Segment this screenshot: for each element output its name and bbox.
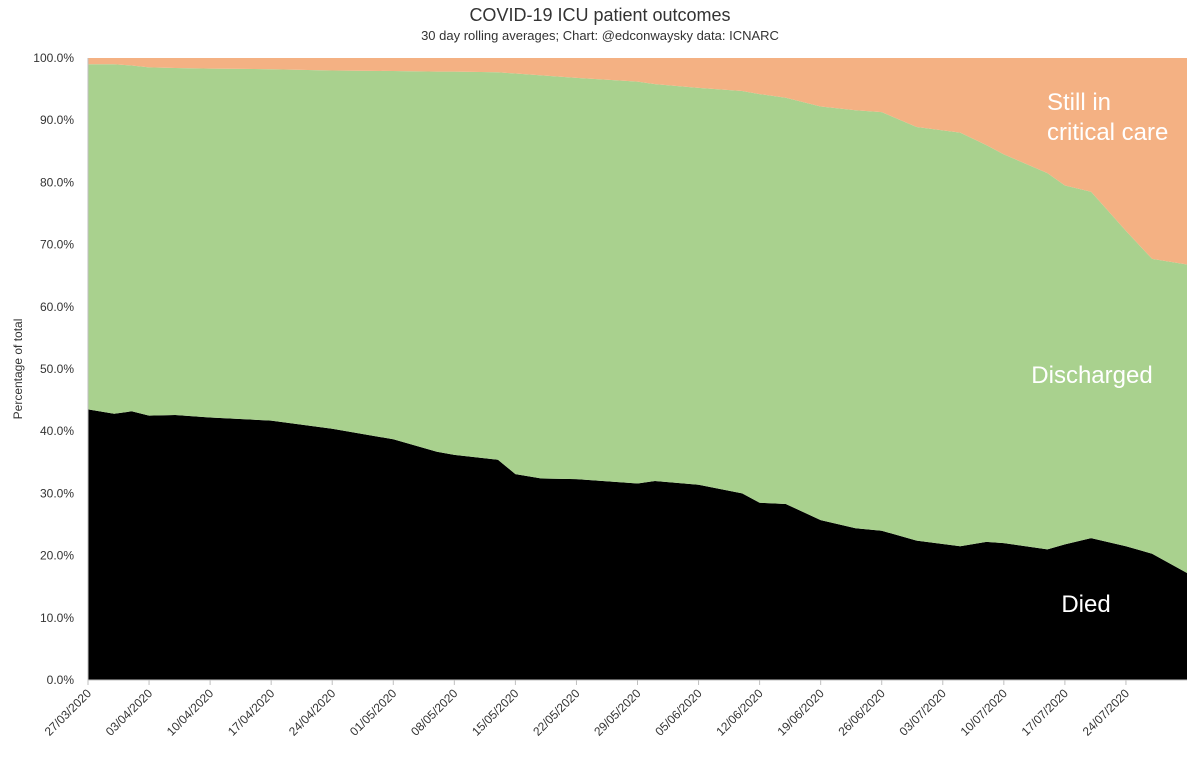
x-tick-label: 26/06/2020	[835, 686, 888, 739]
y-tick-label: 90.0%	[40, 113, 74, 127]
x-tick-label: 29/05/2020	[591, 686, 644, 739]
label-line: Died	[1061, 591, 1110, 618]
area-still-in-critical-care	[88, 58, 1187, 265]
chart-subtitle: 30 day rolling averages; Chart: @edconwa…	[421, 28, 779, 43]
x-tick-label: 01/05/2020	[347, 686, 400, 739]
x-tick-label: 17/04/2020	[225, 686, 278, 739]
y-tick-labels: 0.0% 10.0% 20.0% 30.0% 40.0% 50.0% 60.0% 70.0% 8…	[33, 51, 74, 687]
y-tick-label: 70.0%	[40, 238, 74, 252]
area-labels: Still in critical care Discharged Died	[1031, 89, 1168, 618]
x-tick-label: 03/04/2020	[103, 686, 156, 739]
x-tick-label: 19/06/2020	[774, 686, 827, 739]
y-axis-label: Percentage of total	[11, 319, 25, 420]
y-tick-label: 100.0%	[33, 51, 74, 65]
y-tick-label: 40.0%	[40, 424, 74, 438]
x-tick-label: 24/07/2020	[1080, 686, 1133, 739]
chart-title: COVID-19 ICU patient outcomes	[469, 5, 730, 25]
areas-group	[88, 58, 1187, 680]
area-discharged	[88, 64, 1187, 574]
x-tick-label: 22/05/2020	[530, 686, 583, 739]
label-line: Discharged	[1031, 362, 1152, 389]
label-died: Died	[1061, 591, 1110, 618]
y-tick-label: 60.0%	[40, 300, 74, 314]
y-tick-label: 80.0%	[40, 175, 74, 189]
x-tick-labels: 27/03/2020 03/04/2020 10/04/2020 17/04/2020…	[42, 680, 1133, 739]
label-still: Still in critical care	[1047, 89, 1168, 146]
x-tick-label: 05/06/2020	[652, 686, 705, 739]
y-tick-label: 30.0%	[40, 486, 74, 500]
y-tick-label: 0.0%	[47, 673, 75, 687]
x-tick-label: 17/07/2020	[1019, 686, 1072, 739]
y-tick-label: 20.0%	[40, 549, 74, 563]
label-discharged: Discharged	[1031, 362, 1152, 389]
x-tick-label: 15/05/2020	[469, 686, 522, 739]
label-line: critical care	[1047, 119, 1168, 146]
x-tick-label: 08/05/2020	[408, 686, 461, 739]
x-tick-label: 24/04/2020	[286, 686, 339, 739]
x-tick-label: 12/06/2020	[713, 686, 766, 739]
x-tick-label: 27/03/2020	[42, 686, 95, 739]
x-tick-label: 03/07/2020	[897, 686, 950, 739]
x-tick-label: 10/04/2020	[164, 686, 217, 739]
x-tick-label: 10/07/2020	[958, 686, 1011, 739]
y-tick-label: 10.0%	[40, 611, 74, 625]
area-died	[88, 409, 1187, 680]
y-tick-label: 50.0%	[40, 362, 74, 376]
label-line: Still in	[1047, 89, 1111, 116]
